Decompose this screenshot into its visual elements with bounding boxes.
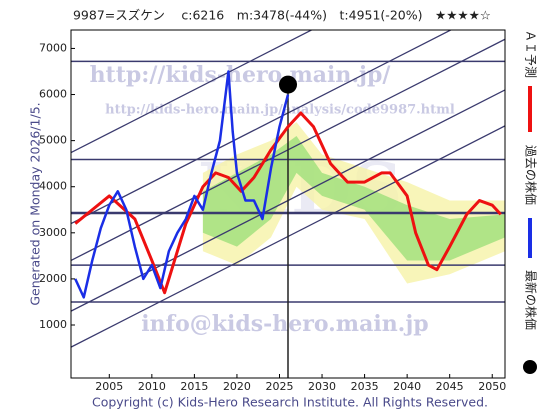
x-tick-label: 2015 — [180, 380, 208, 393]
y-tick-label: 3000 — [39, 226, 67, 239]
y-tick-label: 5000 — [39, 134, 67, 147]
x-tick-label: 2050 — [478, 380, 506, 393]
forecast-band — [202, 136, 505, 261]
plot-frame — [70, 29, 506, 379]
legend-label: ＡＩ予測 — [524, 30, 538, 78]
y-tick-label: 2000 — [39, 272, 67, 285]
chart-title: 9987=スズケン c:6216 m:3478(-44%) t:4951(-20… — [73, 8, 491, 23]
plot-area: http://kids-hero.main.jp/http://kids-her… — [71, 30, 505, 378]
series-line — [74, 70, 290, 299]
x-tick-label: 2020 — [223, 380, 251, 393]
y-tick-label: 6000 — [39, 88, 67, 101]
watermark: info@kids-hero.main.jp — [141, 311, 428, 337]
legend-label: 過去の株価 — [524, 145, 539, 205]
side-note: Generated on Monday 2026/1/5. — [28, 102, 43, 305]
y-tick-label: 1000 — [39, 318, 67, 331]
x-tick-label: 2005 — [95, 380, 123, 393]
y-tick-label: 4000 — [39, 180, 67, 193]
legend-label: 最新の株価 — [524, 270, 539, 330]
watermark: http://kids-hero.main.jp/analysis/code99… — [105, 103, 455, 118]
x-tick-label: 2035 — [351, 380, 379, 393]
series-line — [74, 111, 502, 295]
x-tick-label: 2025 — [265, 380, 293, 393]
latest-point — [279, 75, 297, 94]
y-tick-label: 7000 — [39, 41, 67, 54]
x-tick-label: 2010 — [138, 380, 166, 393]
footer: Copyright (c) Kids-Hero Research Institu… — [92, 395, 488, 410]
x-tick-label: 2045 — [436, 380, 464, 393]
x-tick-label: 2030 — [308, 380, 336, 393]
x-tick-label: 2040 — [393, 380, 421, 393]
trend-line — [71, 30, 313, 154]
legend-swatch — [523, 360, 537, 374]
